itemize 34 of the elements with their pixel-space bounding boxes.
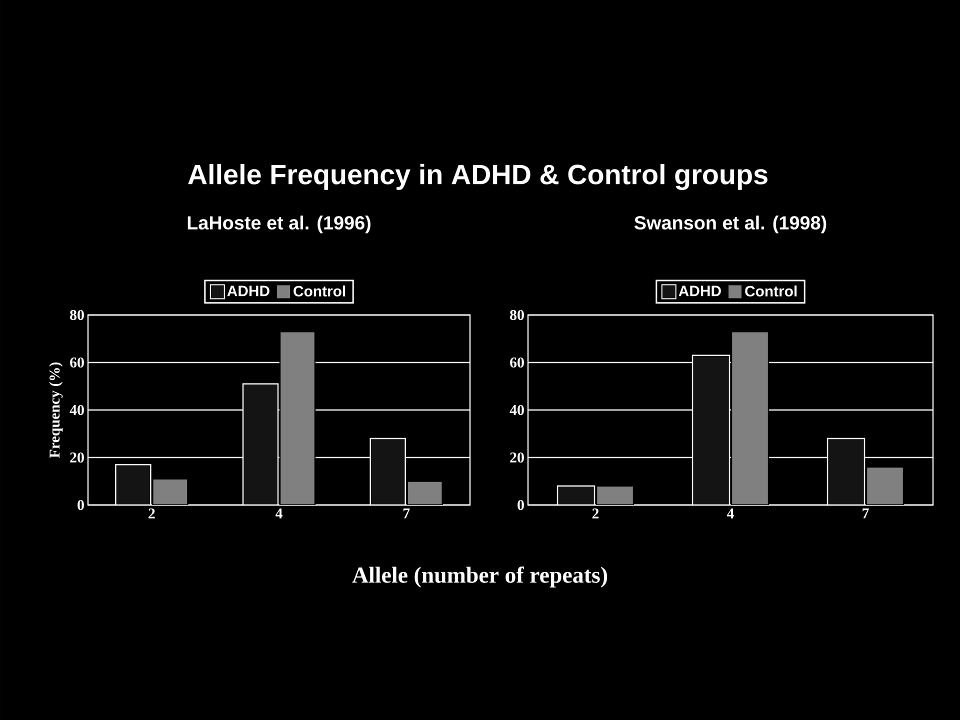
y-tick-label: 0 — [78, 500, 84, 510]
x-tick-label: 7 — [403, 508, 410, 518]
legend-label: ADHD — [227, 286, 270, 296]
bar — [692, 354, 730, 505]
y-tick-label: 40 — [510, 404, 524, 416]
bar — [152, 478, 188, 505]
y-axis-title: Frequency (%) — [49, 362, 63, 458]
bar — [596, 485, 634, 505]
bar — [279, 331, 316, 505]
bar — [556, 485, 596, 505]
y-tick-label: 0 — [518, 500, 524, 510]
y-tick-label: 40 — [70, 404, 84, 416]
bar — [406, 480, 443, 505]
y-tick-label: 60 — [70, 357, 84, 368]
y-tick-label: 80 — [70, 310, 84, 320]
bar — [866, 466, 904, 505]
bar — [826, 438, 866, 505]
y-tick-label: 20 — [510, 452, 524, 463]
chart-title: Allele Frequency in ADHD & Control groups — [188, 164, 768, 190]
x-tick-label: 2 — [148, 508, 155, 518]
x-axis-title: Allele (number of repeats) — [352, 566, 608, 588]
legend-label: Control — [294, 286, 346, 296]
y-tick-label: 80 — [510, 310, 524, 320]
x-tick-label: 4 — [275, 508, 282, 518]
legend-label: Control — [745, 286, 797, 296]
x-tick-label: 2 — [592, 508, 599, 518]
legend-label: ADHD — [678, 286, 721, 296]
x-tick-label: 7 — [862, 508, 869, 518]
x-tick-label: 4 — [726, 508, 734, 518]
chart-subtitle: LaHoste et al. (1996) — [188, 216, 370, 234]
y-tick-label: 20 — [70, 452, 84, 463]
bar — [730, 331, 770, 505]
chart-subtitle: Swanson et al. (1998) — [634, 216, 826, 234]
y-tick-label: 60 — [510, 357, 524, 368]
